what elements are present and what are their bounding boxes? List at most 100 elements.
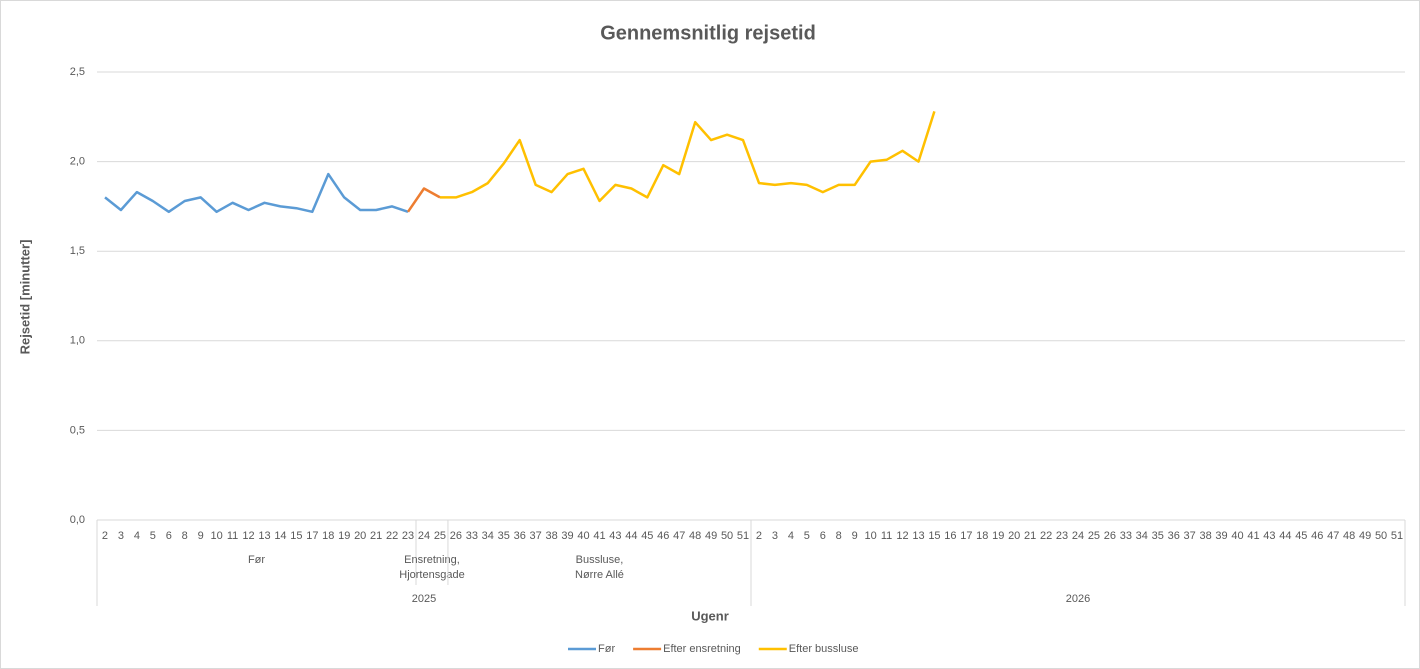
x-tick-label: 41 xyxy=(1247,530,1259,542)
group-label-line: Ensretning, xyxy=(404,554,460,566)
x-tick-label: 19 xyxy=(992,530,1004,542)
x-tick-label: 41 xyxy=(593,530,605,542)
x-tick-label: 5 xyxy=(804,530,810,542)
x-tick-label: 13 xyxy=(912,530,924,542)
x-tick-label: 50 xyxy=(1375,530,1387,542)
y-tick-label: 1,0 xyxy=(70,335,85,347)
x-tick-label: 34 xyxy=(482,530,494,542)
x-tick-label: 33 xyxy=(466,530,478,542)
x-tick-label: 24 xyxy=(1072,530,1084,542)
y-tick-label: 2,5 xyxy=(70,66,85,78)
group-label-line: Før xyxy=(248,554,265,566)
x-tick-label: 6 xyxy=(166,530,172,542)
x-tick-label: 15 xyxy=(928,530,940,542)
x-tick-label: 15 xyxy=(290,530,302,542)
x-tick-label: 48 xyxy=(689,530,701,542)
x-tick-label: 36 xyxy=(514,530,526,542)
x-tick-label: 38 xyxy=(1199,530,1211,542)
year-label: 2026 xyxy=(1066,593,1090,605)
x-tick-label: 21 xyxy=(1024,530,1036,542)
x-tick-label: 19 xyxy=(338,530,350,542)
x-tick-label: 51 xyxy=(737,530,749,542)
y-tick-label: 0,5 xyxy=(70,424,85,436)
x-tick-label: 21 xyxy=(370,530,382,542)
legend-item: Før xyxy=(568,643,615,655)
x-tick-label: 20 xyxy=(1008,530,1020,542)
x-tick-label: 17 xyxy=(306,530,318,542)
group-label-line: Bussluse, xyxy=(576,554,624,566)
y-tick-label: 1,5 xyxy=(70,245,85,257)
x-tick-label: 37 xyxy=(530,530,542,542)
x-tick-label: 43 xyxy=(609,530,621,542)
x-tick-label: 10 xyxy=(211,530,223,542)
x-tick-label: 11 xyxy=(881,530,892,542)
x-tick-label: 49 xyxy=(705,530,717,542)
chart-title: Gennemsnitlig rejsetid xyxy=(600,22,816,44)
x-tick-label: 23 xyxy=(1056,530,1068,542)
y-axis-label: Rejsetid [minutter] xyxy=(17,240,32,355)
x-tick-label: 16 xyxy=(944,530,956,542)
x-tick-label: 38 xyxy=(545,530,557,542)
x-tick-label: 18 xyxy=(976,530,988,542)
x-tick-label: 33 xyxy=(1120,530,1132,542)
x-tick-label: 49 xyxy=(1359,530,1371,542)
x-tick-label: 2 xyxy=(756,530,762,542)
x-tick-label: 43 xyxy=(1263,530,1275,542)
group-label: Før xyxy=(248,554,265,566)
x-tick-label: 6 xyxy=(820,530,826,542)
group-label-line: Hjortensgade xyxy=(399,569,464,581)
x-tick-label: 39 xyxy=(561,530,573,542)
x-tick-label: 26 xyxy=(450,530,462,542)
legend-item: Efter bussluse xyxy=(758,643,859,655)
legend-label: Før xyxy=(598,643,615,655)
group-label: Bussluse, Nørre Allé xyxy=(575,554,624,581)
x-tick-label: 22 xyxy=(1040,530,1052,542)
x-tick-label: 34 xyxy=(1136,530,1148,542)
series-line xyxy=(406,187,441,213)
x-tick-label: 5 xyxy=(150,530,156,542)
x-tick-label: 44 xyxy=(625,530,637,542)
x-tick-label: 40 xyxy=(1231,530,1243,542)
x-tick-label: 51 xyxy=(1391,530,1403,542)
x-tick-label: 35 xyxy=(498,530,510,542)
x-tick-label: 20 xyxy=(354,530,366,542)
y-tick-label: 0,0 xyxy=(70,514,85,526)
year-label: 2025 xyxy=(412,593,436,605)
x-tick-label: 40 xyxy=(577,530,589,542)
x-tick-label: 37 xyxy=(1184,530,1196,542)
x-tick-label: 36 xyxy=(1168,530,1180,542)
x-tick-label: 11 xyxy=(227,530,238,542)
x-tick-label: 25 xyxy=(1088,530,1100,542)
x-axis-label: Ugenr xyxy=(691,608,729,623)
x-tick-label: 39 xyxy=(1215,530,1227,542)
x-tick-label: 45 xyxy=(1295,530,1307,542)
x-tick-label: 47 xyxy=(673,530,685,542)
x-tick-label: 46 xyxy=(657,530,669,542)
legend-label: Efter bussluse xyxy=(789,643,859,655)
x-tick-label: 4 xyxy=(134,530,140,542)
x-tick-label: 9 xyxy=(852,530,858,542)
x-tick-label: 50 xyxy=(721,530,733,542)
group-label-line: Nørre Allé xyxy=(575,569,624,581)
x-tick-label: 44 xyxy=(1279,530,1291,542)
x-tick-label: 45 xyxy=(641,530,653,542)
x-tick-label: 18 xyxy=(322,530,334,542)
x-tick-label: 4 xyxy=(788,530,794,542)
x-tick-label: 8 xyxy=(182,530,188,542)
x-tick-label: 14 xyxy=(274,530,286,542)
x-tick-label: 35 xyxy=(1152,530,1164,542)
x-tick-label: 12 xyxy=(896,530,908,542)
x-tick-label: 48 xyxy=(1343,530,1355,542)
x-tick-label: 46 xyxy=(1311,530,1323,542)
x-tick-label: 26 xyxy=(1104,530,1116,542)
x-tick-label: 22 xyxy=(386,530,398,542)
x-tick-label: 17 xyxy=(960,530,972,542)
legend-item: Efter ensretning xyxy=(633,643,741,655)
x-tick-label: 25 xyxy=(434,530,446,542)
x-tick-label: 9 xyxy=(198,530,204,542)
series-line xyxy=(104,172,409,214)
x-tick-label: 3 xyxy=(772,530,778,542)
x-tick-label: 13 xyxy=(258,530,270,542)
